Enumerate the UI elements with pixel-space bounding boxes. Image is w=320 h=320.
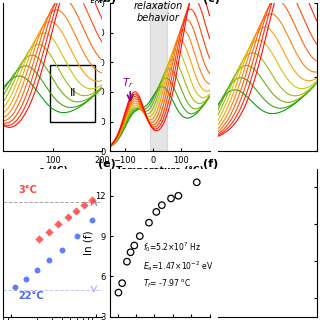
Point (60, 247, 65, 252)
Text: behavior: behavior (137, 13, 180, 23)
Point (89, 197, 94, 202)
Point (120, 281, 125, 286)
Text: 3°C: 3°C (18, 185, 37, 195)
Text: (f): (f) (203, 159, 218, 169)
Point (12, 285, 17, 290)
Text: 22°C: 22°C (18, 291, 44, 301)
Text: II: II (69, 88, 76, 98)
Text: (c): (c) (203, 0, 220, 4)
Point (159, 203, 164, 208)
Point (81, 203, 86, 208)
X-axis label: e (°C): e (°C) (38, 166, 67, 175)
Point (34, 267, 39, 272)
Text: relaxation: relaxation (133, 1, 183, 11)
Point (46, 258, 52, 263)
Point (73, 208, 78, 213)
Point (128, 250, 133, 255)
Text: (e): (e) (99, 159, 116, 169)
Bar (150, 3, 167, 151)
Point (154, 209, 159, 214)
Point (147, 220, 152, 225)
Bar (50, 65, 95, 122)
Point (194, 180, 199, 185)
Point (124, 259, 130, 264)
Point (36, 236, 41, 241)
Point (46, 229, 52, 235)
X-axis label: Temperature (°C): Temperature (°C) (116, 166, 204, 175)
Y-axis label: ln (f): ln (f) (84, 230, 94, 255)
Point (66, 215, 71, 220)
Text: (b): (b) (99, 0, 116, 4)
Text: $f_0$=5.2×10$^7$ Hz
$E_a$=1.47×10$^{-2}$ eV
$T_f$= -7.97 $^{\rm o}$C: $f_0$=5.2×10$^7$ Hz $E_a$=1.47×10$^{-2}$… (143, 240, 214, 290)
Point (168, 196, 173, 201)
Point (24, 276, 29, 282)
Point (56, 221, 61, 227)
Point (116, 290, 121, 295)
Point (137, 234, 142, 239)
Text: $T_r$: $T_r$ (122, 76, 133, 91)
Point (132, 243, 137, 248)
Y-axis label: ε'': ε'' (78, 71, 88, 83)
Point (176, 193, 181, 198)
Point (75, 234, 80, 239)
Point (89, 217, 94, 222)
